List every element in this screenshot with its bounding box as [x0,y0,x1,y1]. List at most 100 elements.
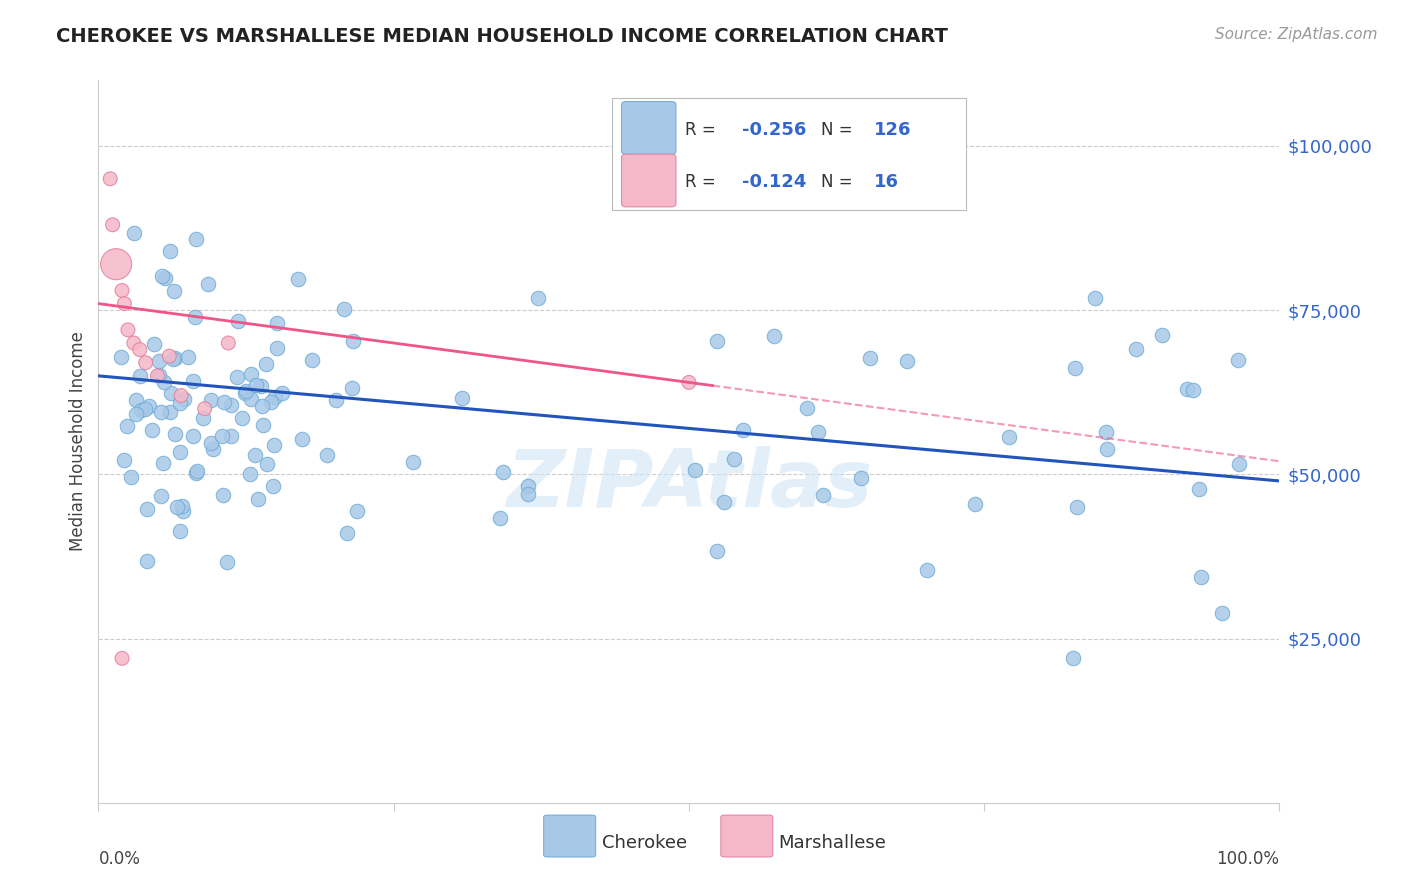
Point [1189,570,1212,584]
Point [172,499,194,513]
Point [184,466,207,480]
Point [163,284,186,298]
Point [254,357,277,371]
Point [527,291,550,305]
Point [152,456,174,470]
Point [262,479,284,493]
Point [114,453,136,467]
Text: R =: R = [685,173,721,192]
Point [157,349,180,363]
Point [1095,442,1118,456]
Point [252,418,274,433]
Point [134,401,156,416]
Point [245,378,267,392]
Point [256,457,278,471]
Point [517,486,540,500]
Point [1211,607,1233,621]
Point [225,369,247,384]
Point [1084,292,1107,306]
Point [763,329,786,343]
Point [291,432,314,446]
Point [183,374,205,388]
Point [112,296,135,310]
Point [98,171,121,186]
Point [450,391,472,405]
Point [1188,482,1211,496]
Point [110,351,132,365]
Point [165,427,187,442]
Point [117,419,139,434]
FancyBboxPatch shape [621,154,676,207]
Point [243,448,266,462]
Point [965,497,987,511]
Point [120,469,142,483]
Point [200,436,222,450]
Point [231,410,253,425]
Point [266,316,288,330]
Point [260,395,283,409]
Point [135,356,157,370]
Point [138,399,160,413]
Point [211,429,233,443]
Point [124,407,146,421]
Point [148,368,170,383]
Point [136,502,159,516]
Point [181,429,204,443]
Point [851,471,873,485]
Point [263,390,285,404]
Point [1066,500,1088,515]
Point [517,479,540,493]
Point [342,381,364,395]
Point [184,310,207,325]
Point [813,488,835,502]
Point [247,492,270,507]
Text: CHEROKEE VS MARSHALLESE MEDIAN HOUSEHOLD INCOME CORRELATION CHART: CHEROKEE VS MARSHALLESE MEDIAN HOUSEHOLD… [56,27,948,45]
Point [142,337,165,351]
Point [1227,457,1250,471]
Text: Cherokee: Cherokee [602,833,686,852]
Point [239,467,262,482]
Point [896,354,918,368]
Point [141,424,163,438]
Point [997,430,1019,444]
FancyBboxPatch shape [621,102,676,154]
Text: 0.0%: 0.0% [98,850,141,868]
Text: Source: ZipAtlas.com: Source: ZipAtlas.com [1215,27,1378,42]
Text: Marshallese: Marshallese [779,833,887,852]
Point [859,351,882,365]
Point [713,495,735,509]
FancyBboxPatch shape [544,815,596,857]
Point [160,385,183,400]
Point [153,270,176,285]
Point [287,271,309,285]
Point [166,500,188,514]
Point [683,463,706,477]
Point [152,268,174,283]
Point [315,448,337,462]
Point [233,385,256,400]
Point [335,526,357,541]
Point [122,227,145,241]
Point [169,444,191,458]
Text: 16: 16 [875,173,900,192]
Text: R =: R = [685,120,721,138]
Y-axis label: Median Household Income: Median Household Income [69,332,87,551]
Point [152,376,174,390]
Point [125,392,148,407]
Text: N =: N = [821,120,858,138]
Point [723,452,745,467]
Point [217,336,239,351]
Point [706,543,728,558]
Point [129,402,152,417]
Point [1152,327,1174,342]
Point [162,352,184,367]
Point [402,455,425,469]
Point [194,401,217,416]
Point [169,396,191,410]
Point [128,343,150,357]
Point [252,399,274,413]
Point [186,464,208,478]
Text: 126: 126 [875,120,912,138]
Point [184,232,207,246]
Text: N =: N = [821,173,858,192]
